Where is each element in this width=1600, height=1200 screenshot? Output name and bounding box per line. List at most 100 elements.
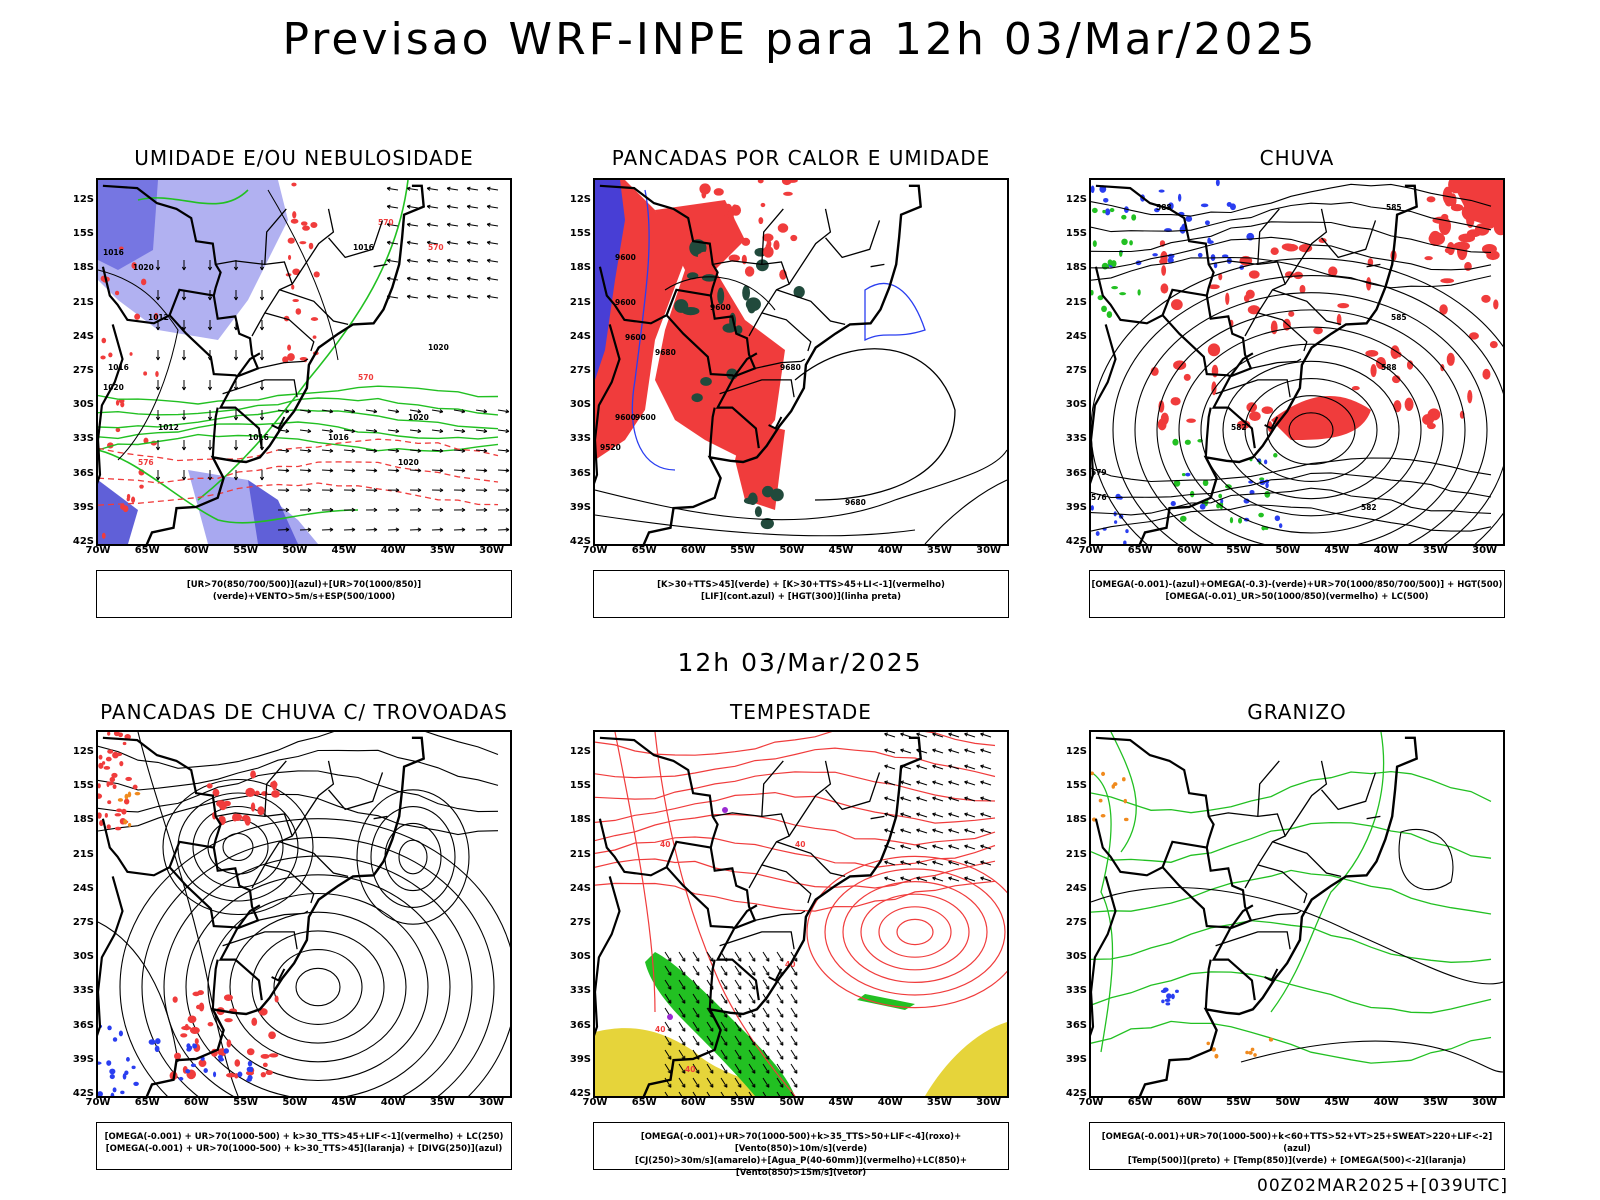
lon-tick-label: 50W	[1275, 1097, 1301, 1108]
contour-label: 1016	[328, 433, 349, 442]
lon-tick-label: 40W	[380, 1097, 406, 1108]
legend-box: [OMEGA(-0.001) + UR>70(1000-500) + k>30_…	[96, 1122, 512, 1170]
lon-tick-label: 60W	[183, 1097, 209, 1108]
panel-title: PANCADAS DE CHUVA C/ TROVOADAS	[100, 700, 508, 724]
lat-tick-label: 21S	[1065, 848, 1087, 860]
legend-box: [UR>70(850/700/500)](azul)+[UR>70(1000/8…	[96, 570, 512, 618]
lon-tick-label: 40W	[1373, 545, 1399, 556]
lat-tick-label: 42S	[569, 536, 591, 547]
contour-label: 1012	[158, 423, 179, 432]
lat-tick-label: 15S	[569, 780, 591, 792]
lon-tick-label: 65W	[631, 1097, 657, 1108]
lon-tick-label: 40W	[1373, 1097, 1399, 1108]
contour-label: 9600	[635, 413, 656, 422]
lon-tick-label: 55W	[730, 1097, 756, 1108]
lon-tick-label: 45W	[331, 1097, 357, 1108]
lon-tick-label: 30W	[976, 1097, 1002, 1108]
lon-tick-label: 65W	[1127, 545, 1153, 556]
lat-tick-label: 15S	[569, 228, 591, 240]
lat-tick-label: 42S	[72, 536, 94, 547]
contour-label: 1020	[103, 383, 124, 392]
lat-tick-label: 15S	[72, 228, 94, 240]
lat-tick-label: 12S	[569, 194, 591, 205]
lat-tick-label: 36S	[1065, 1019, 1087, 1031]
contour-label: 1016	[248, 433, 269, 442]
contour-label: 570	[378, 218, 394, 227]
legend-line: [LIF](cont.azul) + [HGT(300)](linha pret…	[700, 592, 902, 602]
lat-tick-label: 18S	[569, 262, 591, 274]
panel-title: TEMPESTADE	[730, 700, 872, 724]
legend-line: [K>30+TTS>45](verde) + [K>30+TTS>45+LI<-…	[657, 580, 945, 590]
lon-tick-label: 45W	[1324, 545, 1350, 556]
lat-tick-label: 18S	[1065, 262, 1087, 274]
contour-label: 9680	[845, 498, 866, 507]
contour-label: 9600	[710, 303, 731, 312]
contour-label: 9600	[615, 298, 636, 307]
lon-tick-label: 45W	[1324, 1097, 1350, 1108]
lon-tick-label: 30W	[479, 1097, 505, 1108]
lat-tick-label: 27S	[569, 917, 591, 928]
lat-tick-label: 39S	[569, 1053, 591, 1065]
panel-title: CHUVA	[1259, 146, 1335, 170]
forecast-map-3: 588 585 588 582 579 585 576 582	[1089, 178, 1505, 546]
lat-tick-label: 39S	[72, 1053, 94, 1065]
lat-tick-label: 18S	[569, 814, 591, 826]
contour-label: 9600	[615, 253, 636, 262]
forecast-map-4	[96, 730, 512, 1098]
lat-tick-label: 24S	[72, 882, 94, 894]
panel-title: UMIDADE E/OU NEBULOSIDADE	[134, 146, 474, 170]
lat-tick-label: 15S	[72, 780, 94, 792]
lon-tick-label: 70W	[582, 545, 608, 556]
lon-tick-label: 60W	[680, 1097, 706, 1108]
lon-tick-label: 60W	[680, 545, 706, 556]
lat-tick-label: 12S	[1065, 746, 1087, 757]
lon-tick-label: 40W	[877, 1097, 903, 1108]
contour-label: 9600	[615, 413, 636, 422]
lon-tick-label: 30W	[1472, 1097, 1498, 1108]
lon-tick-label: 60W	[1176, 545, 1202, 556]
forecast-map-1: 1016 1020 1016 1012 1020 1016 1012 1020 1016 1020…	[96, 178, 512, 546]
lat-tick-label: 33S	[1065, 433, 1087, 445]
lon-tick-label: 45W	[828, 1097, 854, 1108]
lat-tick-label: 12S	[1065, 194, 1087, 205]
map-canvas: 1016 1020 1016 1012 1020 1016 1012 1020 1016 1020…	[98, 180, 510, 544]
lon-tick-label: 35W	[926, 545, 952, 556]
lat-tick-label: 24S	[72, 330, 94, 342]
lon-tick-label: 30W	[479, 545, 505, 556]
contour-label: 1020	[398, 458, 419, 467]
contour-label: 9520	[600, 443, 621, 452]
contour-label: 1016	[103, 248, 124, 257]
contour-label: 1020	[133, 263, 154, 272]
contour-label: 1020	[408, 413, 429, 422]
lat-tick-label: 42S	[1065, 1088, 1087, 1099]
contour-label: 585	[1391, 313, 1407, 322]
lon-tick-label: 55W	[730, 545, 756, 556]
lat-tick-label: 12S	[72, 194, 94, 205]
lat-tick-label: 42S	[1065, 536, 1087, 547]
contour-label: 579	[1091, 468, 1107, 477]
lon-tick-label: 65W	[1127, 1097, 1153, 1108]
legend-line: [OMEGA(-0.001)-(azul)+OMEGA(-0.3)-(verde…	[1091, 580, 1503, 590]
lon-tick-label: 60W	[1176, 1097, 1202, 1108]
legend-line: [UR>70(850/700/500)](azul)+[UR>70(1000/8…	[186, 580, 422, 602]
lat-tick-label: 27S	[1065, 365, 1087, 376]
lon-tick-label: 55W	[1226, 1097, 1252, 1108]
lon-tick-label: 70W	[1078, 545, 1104, 556]
legend-line: [OMEGA(-0.001) + UR>70(1000-500) + k>30_…	[105, 1144, 503, 1154]
map-canvas	[98, 732, 510, 1096]
lat-tick-label: 27S	[72, 917, 94, 928]
lat-tick-label: 30S	[72, 399, 94, 411]
lon-tick-label: 30W	[976, 545, 1002, 556]
lat-tick-label: 15S	[1065, 780, 1087, 792]
contour-label: 576	[138, 458, 154, 467]
lon-tick-label: 60W	[183, 545, 209, 556]
lat-tick-label: 21S	[1065, 296, 1087, 308]
lon-tick-label: 45W	[331, 545, 357, 556]
lat-tick-label: 30S	[1065, 399, 1087, 411]
lat-tick-label: 33S	[1065, 985, 1087, 997]
contour-label: 1016	[353, 243, 374, 252]
lat-tick-label: 21S	[569, 296, 591, 308]
lon-tick-label: 40W	[877, 545, 903, 556]
legend-box: [OMEGA(-0.001)-(azul)+OMEGA(-0.3)-(verde…	[1089, 570, 1505, 618]
